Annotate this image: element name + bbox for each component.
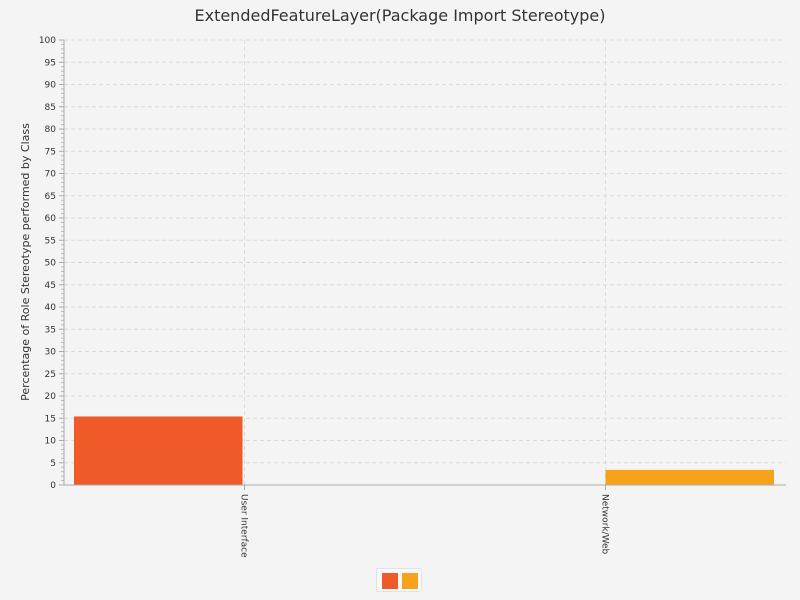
grid-lines	[64, 39, 786, 485]
y-tick-label: 60	[45, 214, 57, 224]
y-tick-label: 100	[39, 36, 56, 46]
x-tick-label: User Interface	[239, 494, 249, 558]
legend-swatch-series-1	[382, 573, 398, 589]
y-tick-label: 30	[45, 348, 57, 358]
y-tick-label: 70	[45, 170, 57, 180]
y-tick-label: 25	[45, 370, 56, 380]
y-tick-label: 45	[45, 281, 56, 291]
y-tick-label: 90	[45, 81, 57, 91]
y-tick-label: 40	[45, 303, 57, 313]
y-tick-label: 10	[45, 437, 57, 447]
y-tick-label: 0	[50, 481, 56, 491]
axes	[59, 39, 786, 490]
y-tick-label: 55	[45, 236, 56, 246]
x-tick-label: Network/Web	[600, 494, 610, 555]
y-tick-label: 15	[45, 414, 56, 424]
y-tick-label: 85	[45, 103, 56, 113]
tick-labels: 0 5 10 15 20 25 30 35 40 45 50 55 60 65 70 75 80 85 90 95 10…	[39, 36, 610, 558]
y-tick-label: 20	[45, 392, 57, 402]
y-tick-label: 65	[45, 192, 56, 202]
legend-swatch-series-2	[402, 573, 418, 589]
y-tick-label: 80	[45, 125, 57, 135]
bar	[74, 416, 243, 485]
y-axis-title: Percentage of Role Stereotype performed …	[19, 123, 32, 401]
y-tick-label: 95	[45, 58, 56, 68]
y-tick-label: 75	[45, 147, 56, 157]
bar	[605, 469, 774, 485]
y-tick-label: 50	[45, 259, 57, 269]
y-tick-label: 5	[50, 459, 56, 469]
chart-title: ExtendedFeatureLayer(Package Import Ster…	[194, 6, 606, 25]
legend	[376, 568, 422, 592]
y-tick-label: 35	[45, 325, 56, 335]
bars	[74, 416, 774, 485]
